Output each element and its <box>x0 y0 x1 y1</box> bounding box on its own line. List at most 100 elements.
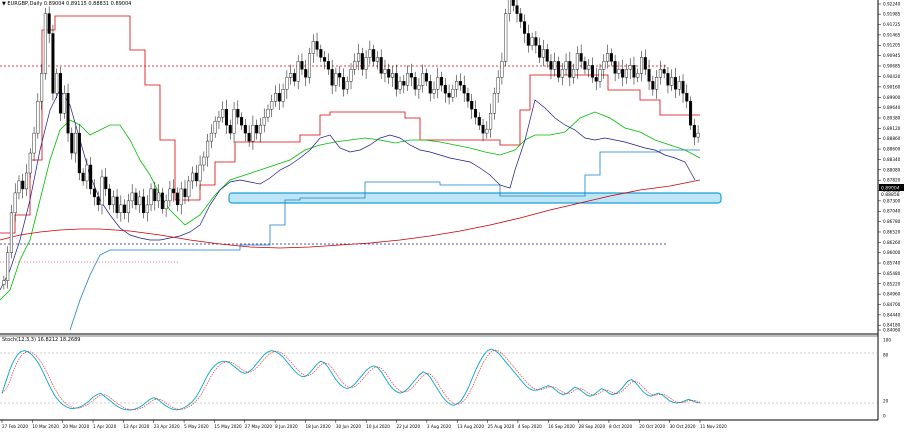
bullish-candle <box>572 69 576 78</box>
bullish-candle <box>624 69 628 78</box>
bullish-candle <box>455 81 459 90</box>
bullish-candle <box>43 13 47 74</box>
bullish-candle <box>62 93 66 114</box>
stoch-axis-label: 100 <box>883 338 891 343</box>
price-axis-label: 0.90945 <box>883 53 901 58</box>
bearish-candle <box>549 61 553 70</box>
time-axis: 27 Feb 2020 10 Mar 2020 20 Mar 2020 1 Apr 2… <box>1 420 727 429</box>
bearish-candle <box>292 73 296 82</box>
bullish-candle <box>628 65 632 70</box>
price-axis-label: 0.91985 <box>883 12 901 17</box>
bearish-candle <box>51 33 55 94</box>
bullish-candle <box>111 196 115 206</box>
bearish-candle <box>632 65 636 78</box>
bearish-candle <box>458 81 462 86</box>
price-axis-label: 0.87040 <box>883 209 901 214</box>
bearish-candle <box>662 69 666 74</box>
bearish-candle <box>689 101 693 126</box>
bearish-candle <box>443 85 447 94</box>
bullish-candle <box>500 61 504 78</box>
price-axis-label: 0.88340 <box>883 157 901 162</box>
bearish-candle <box>300 61 304 70</box>
bullish-candle <box>149 188 153 206</box>
bullish-candle <box>262 116 266 126</box>
bearish-candle <box>240 116 244 126</box>
bearish-candle <box>477 116 481 126</box>
bearish-candle <box>338 73 342 78</box>
time-axis-label: 30 Oct 2020 <box>670 424 696 429</box>
bearish-candle <box>481 124 485 134</box>
bullish-candle <box>191 172 195 182</box>
bullish-candle <box>406 73 410 86</box>
bearish-candle <box>515 5 519 14</box>
bullish-candle <box>74 132 78 154</box>
bearish-candle <box>141 196 146 214</box>
bullish-candle <box>266 109 270 118</box>
bullish-candle <box>270 101 274 110</box>
bullish-candle <box>168 188 172 202</box>
price-axis-label: 0.87560 <box>883 188 901 193</box>
bullish-candle <box>119 204 123 214</box>
bearish-candle <box>319 49 323 58</box>
bullish-candle <box>560 69 564 78</box>
time-axis-label: 13 Apr 2020 <box>123 424 149 429</box>
bullish-candle <box>232 109 236 134</box>
bullish-candle <box>553 61 557 70</box>
time-axis-label: 10 Jul 2020 <box>366 424 390 429</box>
bearish-candle <box>243 124 247 134</box>
bullish-candle <box>417 85 421 90</box>
bearish-candle <box>590 65 594 78</box>
price-axis-label: 0.88860 <box>883 136 901 141</box>
bearish-candle <box>66 93 70 134</box>
time-axis-label: 4 Sep 2020 <box>518 424 542 429</box>
time-axis-label: 3 Aug 2020 <box>427 424 451 429</box>
bullish-candle <box>575 53 579 70</box>
bullish-candle <box>307 53 312 78</box>
time-axis-label: 8 Jun 2020 <box>275 424 298 429</box>
bearish-candle <box>228 124 232 134</box>
price-axis-label: 0.84180 <box>883 323 901 328</box>
bearish-candle <box>77 132 81 174</box>
bearish-candle <box>70 132 74 154</box>
bullish-candle <box>677 81 681 90</box>
blue-lower-channel-line <box>69 149 700 331</box>
bearish-candle <box>277 93 281 102</box>
bearish-candle <box>123 204 127 214</box>
bearish-candle <box>613 61 617 74</box>
price-axis-label: 0.88600 <box>883 147 901 152</box>
price-axis-label: 0.85220 <box>883 281 901 286</box>
bullish-candle <box>639 57 644 74</box>
current-price-box <box>879 184 904 191</box>
bullish-candle <box>85 164 89 182</box>
time-axis-label: 1 Apr 2020 <box>93 424 117 429</box>
support-zone-rectangle[interactable] <box>228 192 722 204</box>
stoch-axis-label: 20 <box>883 398 889 403</box>
price-axis-label: 0.86260 <box>883 240 901 245</box>
bullish-candle <box>345 81 349 90</box>
bearish-candle <box>643 57 647 70</box>
bearish-candle <box>108 188 112 206</box>
bearish-candle <box>583 61 587 70</box>
bearish-candle <box>304 69 308 78</box>
bullish-candle <box>36 101 40 134</box>
bullish-candle <box>436 77 440 90</box>
bullish-candle <box>432 89 436 94</box>
price-axis-label: 0.86780 <box>883 219 901 224</box>
bullish-candle <box>145 204 149 214</box>
bullish-candle <box>492 93 496 114</box>
bullish-candle <box>496 77 500 94</box>
bullish-candle <box>311 41 315 54</box>
bearish-candle <box>511 0 515 6</box>
bearish-candle <box>21 180 25 190</box>
bullish-candle <box>138 196 142 206</box>
bullish-candle <box>606 53 610 62</box>
bullish-candle <box>587 65 591 70</box>
price-axis-label: 0.86000 <box>883 250 901 255</box>
current-price-label: 0.89004 <box>881 186 900 192</box>
bullish-candle <box>357 53 361 62</box>
bullish-candle <box>251 124 255 142</box>
bullish-candle <box>55 73 59 94</box>
bearish-candle <box>470 101 474 110</box>
